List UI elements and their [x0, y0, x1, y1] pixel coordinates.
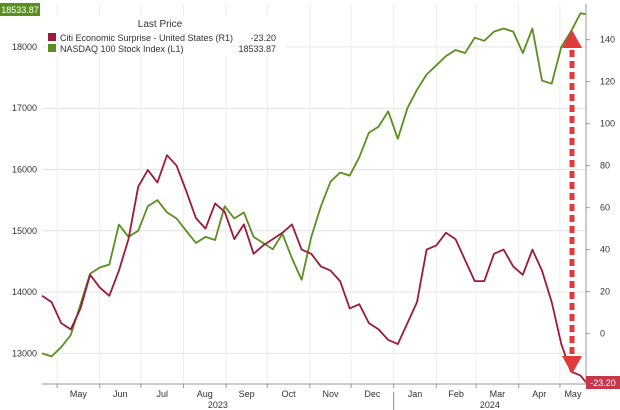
left-axis-tick-label: 16000	[12, 164, 37, 174]
x-axis-month-label: May	[564, 389, 582, 399]
left-axis-tick-label: 13000	[12, 348, 37, 358]
left-axis-tick-label: 18000	[12, 42, 37, 52]
x-axis-month-label: Dec	[364, 389, 381, 399]
x-axis-year-label: 2024	[480, 400, 500, 410]
right-last-value-label: -23.20	[590, 378, 616, 388]
x-axis-month-label: Oct	[282, 389, 297, 399]
x-axis-month-label: Aug	[197, 389, 213, 399]
right-axis-tick-label: 80	[600, 161, 610, 171]
left-last-value-box	[0, 3, 40, 16]
nasdaq-series-line	[41, 12, 587, 358]
range-arrow-head-down	[562, 356, 582, 374]
legend-title: Last Price	[138, 19, 183, 30]
right-axis-tick-label: 60	[600, 203, 610, 213]
legend-label-nasdaq: NASDAQ 100 Stock Index (L1)	[60, 44, 184, 54]
legend-swatch-citi	[48, 33, 56, 41]
right-axis-tick-label: 0	[600, 329, 605, 339]
right-axis-tick-label: 140	[600, 35, 615, 45]
x-axis-month-label: Nov	[322, 389, 339, 399]
x-axis-year-label: 2023	[208, 400, 228, 410]
series-layer	[41, 12, 587, 383]
x-axis-month-label: Sep	[239, 389, 255, 399]
left-axis-tick-label: 15000	[12, 226, 37, 236]
left-last-value-tag: 18533.87	[0, 3, 40, 16]
citi-surprise-series-line	[41, 154, 587, 383]
arrow-layer	[562, 30, 582, 374]
left-axis-tick-label: 14000	[12, 287, 37, 297]
legend-value-nasdaq: 18533.87	[238, 44, 276, 54]
range-arrow-head-up	[562, 30, 582, 48]
axes: 18000 17000 16000 15000 14000 13000 140 120 100 8…	[12, 4, 615, 410]
right-last-value-tag: -23.20	[586, 376, 620, 389]
legend: Last Price Citi Economic Surprise - Unit…	[46, 16, 286, 56]
right-axis-tick-label: 40	[600, 245, 610, 255]
x-axis-month-label: Jun	[113, 389, 128, 399]
x-axis-month-label: Jan	[408, 389, 423, 399]
left-last-value-label: 18533.87	[1, 5, 39, 15]
x-axis-month-label: May	[70, 389, 88, 399]
right-axis-tick-label: 20	[600, 287, 610, 297]
legend-swatch-nasdaq	[48, 44, 56, 52]
x-axis-month-label: Mar	[490, 389, 506, 399]
left-axis-tick-label: 17000	[12, 103, 37, 113]
grid	[42, 4, 586, 384]
right-axis-tick-label: 120	[600, 77, 615, 87]
right-last-value-box	[586, 376, 620, 389]
legend-label-citi: Citi Economic Surprise - United States (…	[60, 33, 233, 43]
x-axis-month-label: Apr	[532, 389, 546, 399]
x-axis-month-label: Feb	[448, 389, 464, 399]
legend-value-citi: -23.20	[250, 33, 276, 43]
x-axis-month-label: Jul	[156, 389, 168, 399]
legend-box	[46, 16, 286, 56]
right-axis-tick-label: 100	[600, 119, 615, 129]
